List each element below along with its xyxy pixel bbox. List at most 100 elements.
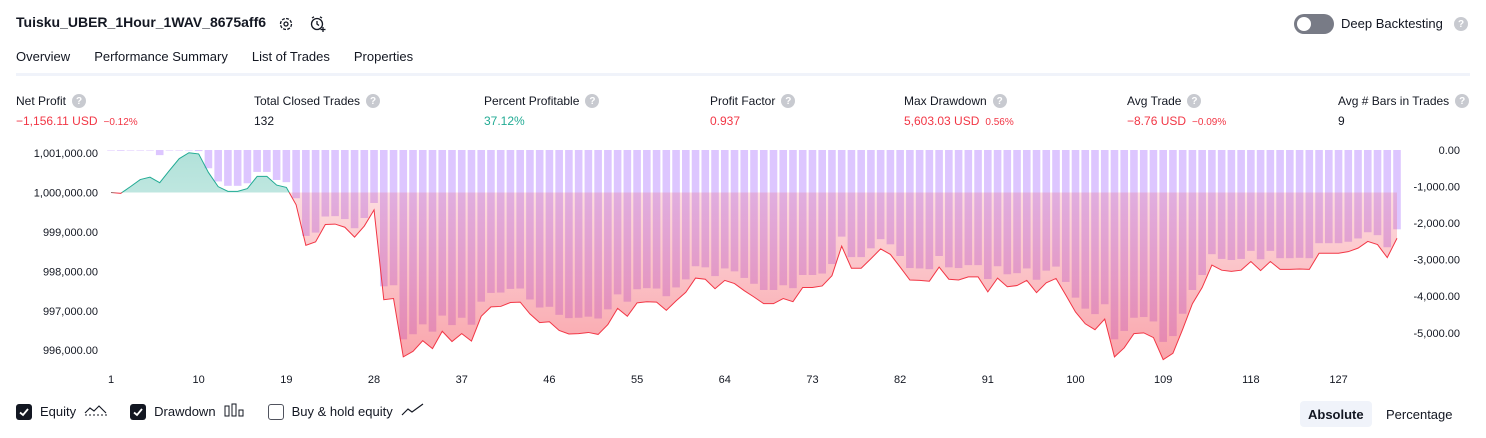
metric-net-profit: Net Profit? −1,156.11 USD −0.12% — [16, 94, 138, 128]
drawdown-bar — [136, 150, 145, 151]
drawdown-bar — [370, 150, 378, 203]
info-glyph: ? — [1459, 95, 1466, 107]
x-axis-tick: 91 — [982, 374, 994, 386]
x-axis-tick: 109 — [1154, 374, 1172, 386]
right-axis-tick: -5,000.00 — [1414, 328, 1460, 340]
drawdown-bar — [292, 150, 300, 199]
toggle-knob — [1297, 17, 1311, 31]
drawdown-bar — [321, 150, 330, 217]
x-axis-tick: 73 — [806, 374, 818, 386]
legend-buy-hold[interactable]: Buy & hold equity — [267, 403, 425, 420]
drawdown-checkbox[interactable] — [130, 403, 147, 420]
left-axis-tick: 1,000,000.00 — [34, 188, 98, 200]
metric-avg-bars-in-trades: Avg # Bars in Trades? 9 — [1338, 94, 1470, 128]
tab-list-of-trades[interactable]: List of Trades — [251, 49, 330, 64]
absolute-button[interactable]: Absolute — [1300, 401, 1372, 427]
tab-bar: Overview Performance Summary List of Tra… — [16, 49, 413, 75]
x-axis-tick: 19 — [280, 374, 292, 386]
info-icon[interactable]: ? — [1187, 94, 1202, 108]
metric-value: 0.937 — [710, 114, 741, 128]
info-glyph: ? — [75, 95, 83, 107]
drawdown-bar — [341, 150, 349, 220]
x-axis-tick: 127 — [1329, 374, 1347, 386]
tab-performance-summary[interactable]: Performance Summary — [94, 49, 228, 64]
info-icon[interactable]: ? — [992, 94, 1007, 108]
legend-drawdown[interactable]: Drawdown — [130, 403, 245, 420]
metric-percent: 0.56% — [985, 117, 1014, 128]
x-axis-tick: 28 — [368, 374, 380, 386]
drawdown-bars-icon — [224, 403, 246, 420]
x-axis-tick: 82 — [894, 374, 906, 386]
x-axis-tick: 10 — [193, 374, 205, 386]
drawdown-bar — [1363, 150, 1372, 233]
metric-max-drawdown: Max Drawdown? 5,603.03 USD 0.56% — [904, 94, 1014, 128]
drawdown-bar — [126, 150, 135, 151]
equity-checkbox[interactable] — [16, 403, 32, 420]
info-icon[interactable]: ? — [585, 94, 600, 108]
info-glyph: ? — [370, 95, 377, 107]
metric-percent-profitable: Percent Profitable? 37.12% — [484, 94, 600, 128]
metric-avg-trade: Avg Trade? −8.76 USD −0.09% — [1127, 94, 1226, 128]
strategy-title: Tuisku_UBER_1Hour_1WAV_8675aff6 — [16, 14, 267, 30]
tab-overview[interactable]: Overview — [16, 49, 71, 75]
drawdown-bar — [214, 150, 222, 182]
equity-label: Equity — [40, 404, 77, 419]
right-axis-tick: -2,000.00 — [1414, 218, 1460, 230]
buyhold-label: Buy & hold equity — [291, 404, 393, 419]
info-icon[interactable]: ? — [1455, 94, 1470, 108]
drawdown-bar — [360, 150, 369, 218]
drawdown-bar — [243, 150, 252, 184]
equity-line-icon — [84, 403, 108, 420]
metric-value: 37.12% — [484, 114, 525, 128]
x-axis-tick: 55 — [631, 374, 643, 386]
drawdown-bar — [165, 150, 174, 151]
left-axis-tick: 998,000.00 — [43, 266, 98, 278]
metric-label: Total Closed Trades — [254, 94, 361, 108]
drawdown-bar — [272, 150, 281, 180]
metric-value: 132 — [254, 114, 275, 128]
right-axis-tick: -1,000.00 — [1414, 182, 1460, 194]
drawdown-bar — [185, 150, 193, 151]
info-icon[interactable]: ? — [72, 94, 87, 108]
metric-label: Avg Trade — [1127, 94, 1182, 108]
drawdown-bar — [253, 150, 261, 172]
equity-drawdown-chart[interactable]: 1,001,000.00 1,000,000.00 999,000.00 998,00… — [0, 140, 1486, 398]
info-icon[interactable]: ? — [781, 94, 796, 108]
tab-divider — [16, 73, 1470, 76]
drawdown-bar — [233, 150, 242, 186]
info-glyph: ? — [1191, 95, 1198, 107]
drawdown-bar — [204, 150, 213, 169]
metric-value: −1,156.11 USD — [16, 114, 98, 128]
legend-equity[interactable]: Equity — [16, 403, 108, 420]
metric-percent: −0.09% — [1192, 117, 1227, 128]
metric-label: Percent Profitable — [484, 94, 580, 108]
info-glyph: ? — [996, 95, 1003, 107]
metric-value: 5,603.03 USD — [904, 114, 980, 128]
buyhold-checkbox[interactable] — [267, 403, 284, 420]
equity-area-negative — [111, 192, 1397, 360]
x-axis-tick: 64 — [719, 374, 731, 386]
percentage-button[interactable]: Percentage — [1386, 406, 1453, 422]
tab-properties[interactable]: Properties — [353, 49, 414, 64]
metric-label: Max Drawdown — [904, 94, 987, 108]
drawdown-bar — [263, 150, 271, 172]
deep-backtesting-toggle[interactable] — [1294, 14, 1334, 34]
info-glyph: ? — [589, 95, 596, 107]
drawdown-bar — [224, 150, 232, 186]
help-icon[interactable]: ? — [1454, 17, 1468, 31]
drawdown-bar — [1393, 150, 1401, 230]
metric-label: Profit Factor — [710, 94, 776, 108]
info-icon[interactable]: ? — [366, 94, 381, 108]
metric-total-closed-trades: Total Closed Trades? 132 — [254, 94, 381, 128]
add-alert-clock-icon[interactable] — [308, 14, 328, 34]
right-axis-tick: 0.00 — [1439, 145, 1460, 157]
metric-value: 9 — [1338, 114, 1345, 128]
info-glyph: ? — [785, 95, 792, 107]
gear-icon[interactable] — [276, 14, 296, 34]
metric-value: −8.76 USD — [1127, 114, 1187, 128]
right-axis-tick: -3,000.00 — [1414, 255, 1460, 267]
x-axis-tick: 118 — [1242, 374, 1260, 386]
left-axis-tick: 997,000.00 — [43, 306, 98, 318]
drawdown-label: Drawdown — [154, 404, 216, 419]
chart-legend: Equity Drawdown Buy & hold equity — [16, 403, 447, 420]
